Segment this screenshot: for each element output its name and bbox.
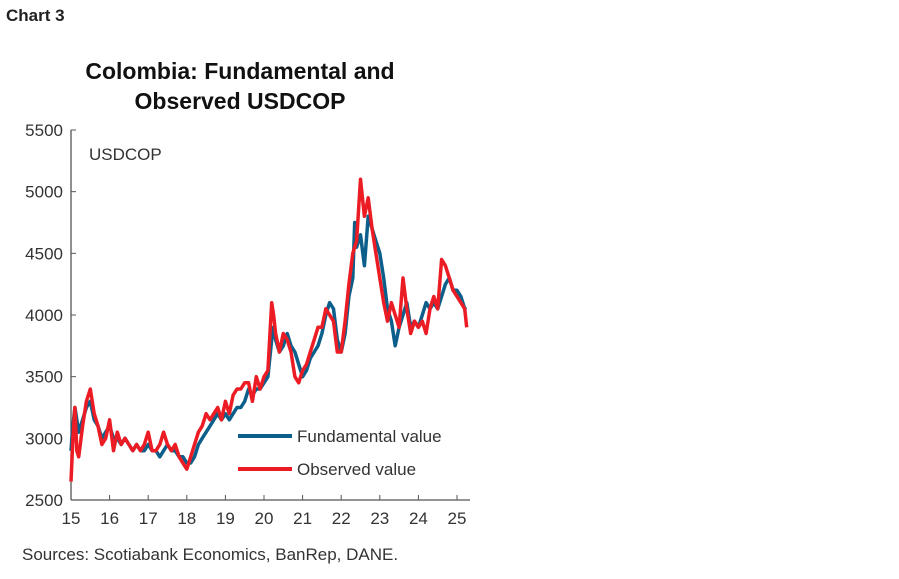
y-tick-label: 3000 [25, 429, 63, 448]
legend-label: Fundamental value [297, 427, 442, 446]
y-axis-label: USDCOP [89, 145, 162, 164]
x-tick-label: 24 [409, 509, 428, 528]
source-note: Sources: Scotiabank Economics, BanRep, D… [22, 545, 399, 564]
chart-number: Chart 3 [6, 6, 65, 25]
x-tick-label: 17 [139, 509, 158, 528]
x-tick-label: 16 [100, 509, 119, 528]
x-tick-label: 23 [370, 509, 389, 528]
x-tick-label: 18 [177, 509, 196, 528]
legend-label: Observed value [297, 460, 416, 479]
x-tick-label: 22 [332, 509, 351, 528]
chart-title: Colombia: Fundamental and Observed USDCO… [60, 56, 420, 116]
series-line-observed [69, 177, 469, 482]
x-tick-label: 20 [255, 509, 274, 528]
y-tick-label: 4000 [25, 306, 63, 325]
x-tick-label: 21 [293, 509, 312, 528]
y-tick-label: 3500 [25, 368, 63, 387]
y-tick-label: 4500 [25, 244, 63, 263]
x-tick-label: 19 [216, 509, 235, 528]
y-tick-label: 5500 [25, 121, 63, 140]
chart-title-line-2: Observed USDCOP [134, 88, 346, 114]
chart-title-line-1: Colombia: Fundamental and [85, 58, 395, 84]
y-tick-label: 2500 [25, 491, 63, 510]
x-tick-label: 15 [62, 509, 81, 528]
y-tick-label: 5000 [25, 183, 63, 202]
x-tick-label: 25 [448, 509, 467, 528]
